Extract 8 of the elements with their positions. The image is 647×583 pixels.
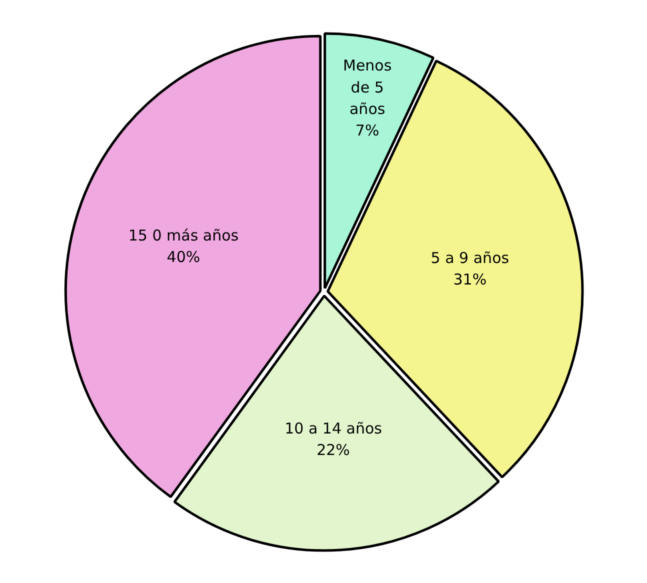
slice-label: 5 a 9 años [430, 249, 510, 268]
data-label: 40% [166, 248, 200, 266]
data-label: 7% [355, 122, 380, 140]
slice-label: 15 0 más años [128, 226, 239, 245]
slice-label: 10 a 14 años [284, 420, 382, 438]
slice-label: Menos de 5 años [343, 56, 392, 118]
data-label: 31% [453, 270, 487, 289]
data-label: 22% [316, 441, 350, 460]
